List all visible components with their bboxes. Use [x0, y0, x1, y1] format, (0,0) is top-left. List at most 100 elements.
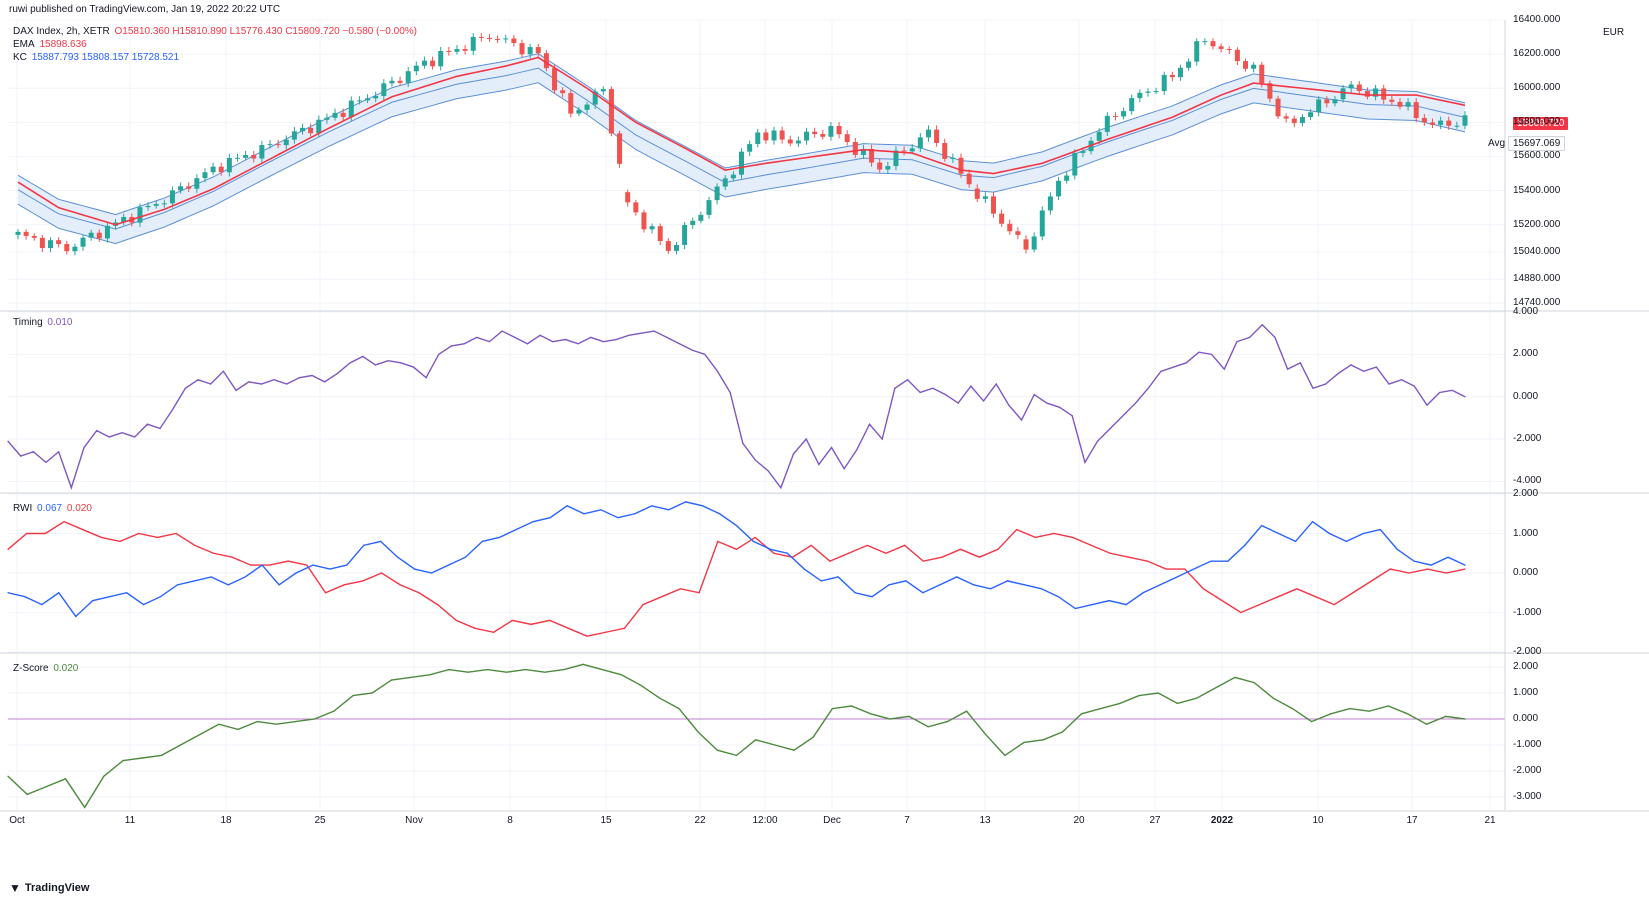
candle-body: [324, 117, 330, 120]
rwi-low-line-point: [100, 536, 102, 539]
timing-line-point: [830, 446, 833, 449]
rwi-low-line-point: [1296, 588, 1298, 590]
zscore-legend[interactable]: Z-Score 0.020: [13, 662, 80, 675]
rwi-high-line-point: [58, 592, 60, 594]
candle-body: [1397, 101, 1403, 107]
y-tick-label: 15040.000: [1513, 246, 1561, 257]
zscore-line-point: [946, 721, 948, 723]
y-tick-label: 0.000: [1513, 390, 1539, 402]
candle-body: [486, 37, 492, 39]
candle-body: [462, 49, 468, 51]
candle-body: [169, 190, 175, 204]
rwi-high-line-point: [769, 548, 771, 550]
candle-body: [901, 150, 907, 152]
rwi-low-line-point: [119, 540, 121, 543]
rwi-high-line-point: [1176, 576, 1178, 578]
timing-line-point: [514, 336, 516, 339]
timing-line-point: [1287, 368, 1289, 370]
timing-line-point: [1388, 383, 1390, 385]
zscore-line-point: [371, 692, 373, 694]
rwi-low-value: 0.020: [66, 503, 92, 514]
candle-body: [511, 38, 517, 44]
candle-body: [1405, 102, 1411, 107]
zscore-line-point: [582, 663, 584, 666]
candle-body: [682, 224, 688, 245]
zscore-line-point: [505, 671, 508, 673]
candle-body: [600, 89, 606, 92]
candle-body: [747, 144, 753, 152]
rwi-low-line-point: [212, 552, 215, 554]
candle-body: [552, 68, 558, 91]
candle-body: [373, 95, 379, 99]
candle-body: [690, 220, 696, 225]
rwi-low-line-point: [586, 635, 588, 637]
tradingview-name: TradingView: [24, 882, 90, 894]
rwi-low-line-point: [1146, 560, 1149, 562]
candle-body: [1340, 88, 1346, 100]
y-tick-label: -4.000: [1513, 475, 1542, 487]
timing-line-point: [425, 377, 427, 379]
candle-body: [836, 125, 842, 135]
timing-line-point: [957, 402, 959, 404]
zscore-line-point: [352, 695, 354, 697]
rwi-high-line-point: [583, 513, 585, 515]
candle-body: [56, 240, 62, 244]
timing-line-point: [742, 442, 744, 444]
candle-body: [381, 83, 387, 96]
x-tick-label: 2022: [1210, 815, 1234, 826]
zscore-line-point: [1272, 697, 1274, 699]
tradingview-branding[interactable]: ▼ TradingView: [9, 881, 89, 895]
candle-body: [999, 213, 1005, 224]
candle-body: [1015, 231, 1021, 235]
candle-body: [1275, 98, 1281, 117]
candle-body: [1218, 46, 1224, 49]
zscore-line-point: [965, 710, 968, 712]
timing-label: Timing: [13, 317, 43, 328]
candle-body: [39, 237, 45, 249]
candle-body: [804, 131, 810, 141]
tradingview-logo-icon: ▼: [9, 881, 21, 895]
zscore-line-point: [793, 749, 795, 751]
rwi-low-line-point: [1053, 532, 1055, 535]
timing-line-point: [932, 387, 934, 389]
rwi-low-line-point: [1165, 568, 1167, 570]
zscore-line-point: [1445, 715, 1447, 718]
timing-legend[interactable]: Timing 0.010: [13, 316, 74, 329]
candle-body: [714, 186, 720, 201]
timing-line-point: [20, 455, 22, 457]
rwi-high-line-point: [261, 564, 263, 566]
zscore-line-point: [122, 760, 124, 762]
y-tick-label: 1.000: [1513, 527, 1539, 539]
candle-body: [934, 129, 940, 144]
candle-body: [88, 232, 94, 238]
candle-body: [1454, 125, 1460, 127]
candle-body: [15, 231, 21, 235]
timing-line-point: [235, 389, 237, 391]
rwi-high-line-point: [244, 576, 246, 578]
kc-legend[interactable]: KC 15887.793 15808.157 15728.521: [13, 51, 181, 64]
candle-body: [202, 172, 208, 179]
rwi-low-line-point: [847, 552, 850, 554]
rwi-legend[interactable]: RWI 0.067 0.020: [13, 502, 94, 515]
rwi-low-line-point: [1202, 588, 1205, 590]
zscore-line-point: [716, 749, 718, 751]
candle-body: [1429, 122, 1435, 125]
rwi-high-line-point: [1413, 560, 1415, 562]
rwi-high-line-point: [905, 580, 907, 582]
candle-body: [1039, 210, 1045, 237]
candle-body: [316, 119, 322, 134]
candle-body: [478, 36, 484, 38]
timing-line-point: [1147, 387, 1149, 389]
ema-legend[interactable]: EMA 15898.636: [13, 38, 89, 51]
rwi-high-line-point: [142, 604, 145, 606]
candle-body: [96, 232, 102, 239]
candle-body: [267, 144, 273, 146]
rwi-high-line-point: [1057, 596, 1059, 598]
zscore-line-point: [390, 679, 393, 681]
rwi-low-line-point: [1408, 572, 1410, 574]
candle-body: [1096, 131, 1102, 141]
y-tick-label: 0.000: [1513, 713, 1539, 724]
rwi-low-line-point: [997, 548, 999, 550]
symbol-legend[interactable]: DAX Index, 2h, XETR O15810.360 H15810.89…: [13, 25, 419, 38]
